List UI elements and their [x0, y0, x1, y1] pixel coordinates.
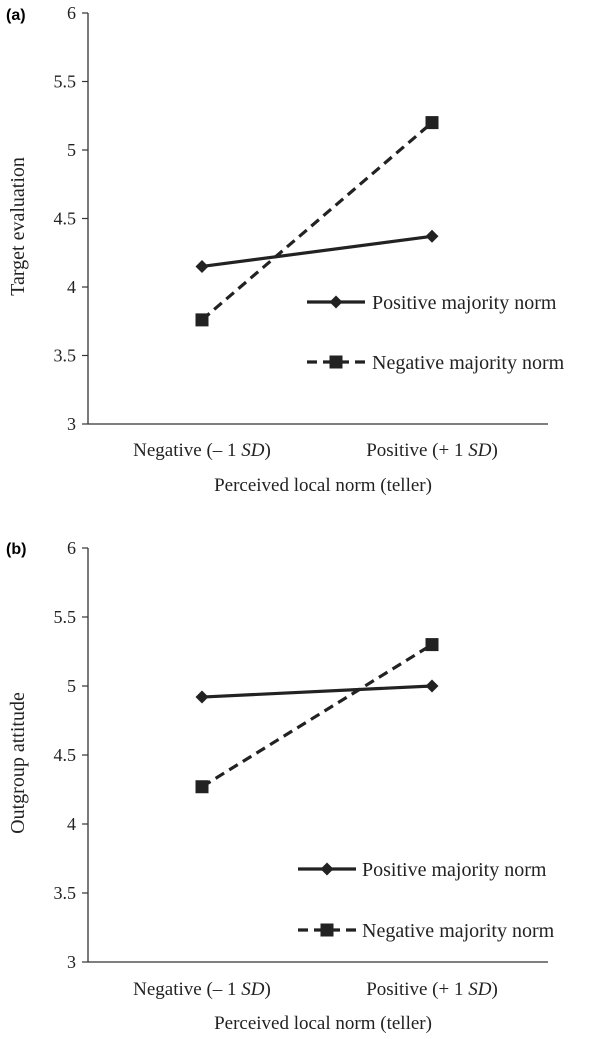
- chart-panel-a: (a) 3 3.5 4 4.5 5 5.5 6 Target evaluation Negativ…: [6, 3, 565, 496]
- series-line: [201, 643, 433, 789]
- y-tick-label: 4.5: [54, 745, 77, 765]
- data-point-diamond: [195, 259, 209, 273]
- x-axis-label: Perceived local norm (teller): [214, 475, 432, 496]
- legend-label: Negative majority norm: [362, 920, 555, 942]
- x-tick-label: Negative (– 1 SD): [133, 440, 271, 461]
- legend-marker-square: [329, 355, 343, 369]
- legend-marker-diamond: [329, 295, 343, 309]
- y-tick-label: 6: [67, 538, 76, 558]
- x-tick-label-part: Positive (+ 1: [366, 440, 468, 461]
- x-axis-label: Perceived local norm (teller): [214, 1013, 432, 1034]
- legend-label: Positive majority norm: [372, 292, 557, 314]
- y-tick-label: 3.5: [54, 883, 77, 903]
- y-tick-label: 3: [67, 414, 76, 434]
- legend: Positive majority norm Negative majority …: [307, 292, 565, 374]
- data-point-square: [195, 780, 209, 794]
- x-tick-label: Positive (+ 1 SD): [366, 979, 498, 1000]
- legend-marker-square: [320, 923, 334, 937]
- legend-label: Negative majority norm: [372, 352, 565, 374]
- series-line: [200, 121, 434, 322]
- x-tick-label-sd: SD: [468, 440, 492, 461]
- y-axis-label: Target evaluation: [7, 157, 29, 296]
- x-tick-label-part: Negative (– 1: [133, 979, 241, 1000]
- data-point-square: [425, 638, 439, 652]
- x-tick-label-part: ): [491, 979, 497, 1000]
- data-point-square: [425, 116, 439, 130]
- y-tick-label: 5.5: [54, 607, 77, 627]
- chart-panel-b: (b) 3 3.5 4 4.5 5 5.5 6 Outgroup attitude Negativ…: [6, 538, 555, 1034]
- legend-marker-diamond: [320, 862, 334, 876]
- data-point-square: [195, 313, 209, 327]
- series-line: [201, 684, 433, 699]
- legend-label: Positive majority norm: [362, 859, 547, 881]
- x-tick-label: Negative (– 1 SD): [133, 979, 271, 1000]
- data-point-diamond: [425, 679, 439, 693]
- y-tick-label: 5.5: [54, 72, 77, 92]
- y-tick-label: 3: [67, 952, 76, 972]
- y-axis-label: Outgroup attitude: [7, 692, 29, 834]
- panel-label: (a): [6, 7, 26, 24]
- y-tick-label: 4: [67, 277, 76, 297]
- y-tick-label: 3.5: [54, 346, 77, 366]
- x-tick-label-part: ): [265, 440, 271, 461]
- data-point-diamond: [425, 229, 439, 243]
- x-tick-label-part: Positive (+ 1: [366, 979, 468, 1000]
- y-tick-label: 6: [67, 3, 76, 23]
- x-tick-label-part: Negative (– 1: [133, 440, 241, 461]
- y-tick-label: 5: [67, 140, 76, 160]
- series-positive-majority: [195, 679, 439, 704]
- y-tick-label: 5: [67, 676, 76, 696]
- x-tick-label-sd: SD: [468, 979, 492, 1000]
- x-tick-label: Positive (+ 1 SD): [366, 440, 498, 461]
- series-line: [201, 234, 433, 269]
- series-negative-majority: [195, 116, 439, 327]
- series-positive-majority: [195, 229, 439, 273]
- data-point-diamond: [195, 690, 209, 704]
- x-tick-label-part: ): [265, 979, 271, 1000]
- x-tick-label-sd: SD: [241, 440, 265, 461]
- y-tick-label: 4: [67, 814, 76, 834]
- x-tick-label-part: ): [491, 440, 497, 461]
- x-tick-label-sd: SD: [241, 979, 265, 1000]
- panel-label: (b): [6, 541, 26, 558]
- series-negative-majority: [195, 638, 439, 794]
- y-tick-label: 4.5: [54, 209, 77, 229]
- legend: Positive majority norm Negative majority …: [298, 859, 555, 942]
